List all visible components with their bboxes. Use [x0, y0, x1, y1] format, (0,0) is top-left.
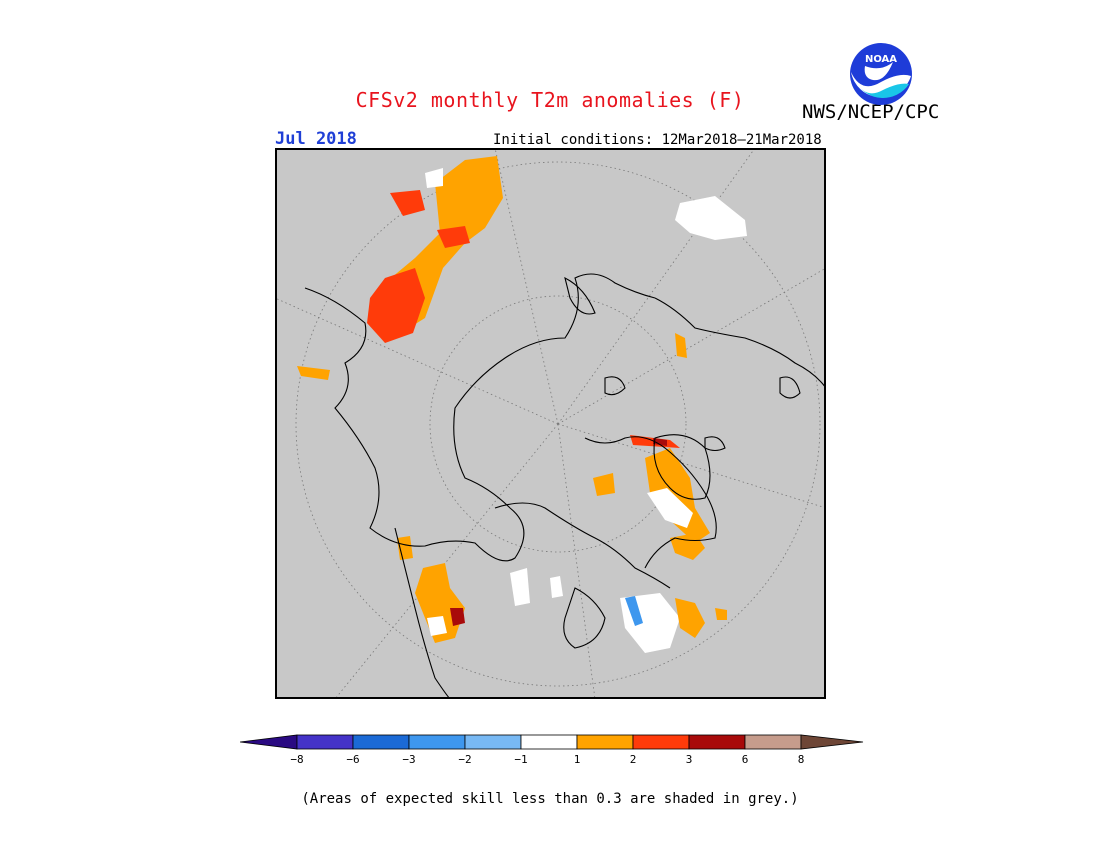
- colorbar-swatch: [744, 734, 802, 750]
- noaa-logo: NOAA: [850, 43, 912, 105]
- meridians: [276, 149, 825, 698]
- skill-footnote: (Areas of expected skill less than 0.3 a…: [301, 791, 799, 807]
- colorbar-swatch: [520, 734, 578, 750]
- anomaly-patch-alaska: [297, 366, 330, 380]
- anomaly-patch-canada-white: [510, 568, 530, 606]
- colorbar-swatch: [688, 734, 746, 750]
- coastline-svalbard: [604, 376, 626, 396]
- colorbar-ticks: −8 −6 −3 −2 −1 1 2 3 6 8: [290, 753, 804, 766]
- map-frame: [275, 148, 826, 699]
- anomaly-patch-europe-darkred: [653, 438, 667, 446]
- colorbar-tick-label: 6: [742, 753, 749, 766]
- coastline-europe: [654, 297, 825, 388]
- anomaly-patch-asia-red-2: [390, 190, 425, 216]
- coastline-iceland: [704, 436, 726, 452]
- anomaly-patch-europe-orange: [645, 448, 710, 543]
- colorbar-swatch: [632, 734, 690, 750]
- meridian-3: [557, 423, 825, 509]
- coastline-uk: [779, 376, 801, 399]
- lat-circle-70: [429, 295, 687, 553]
- anomaly-patch-greenland-orange: [670, 533, 705, 560]
- anomaly-patch-canada-white-2: [550, 576, 563, 598]
- coastline-novaya-zemlya: [564, 276, 596, 315]
- colorbar-tick-label: 8: [798, 753, 805, 766]
- anomaly-patch-asia-white: [425, 168, 443, 188]
- anomaly-patch-europe-white: [647, 488, 693, 528]
- anomaly-patches: [297, 156, 747, 653]
- colorbar-tick-label: 2: [630, 753, 637, 766]
- map-title: CFSv2 monthly T2m anomalies (F): [355, 88, 745, 112]
- agency-label: NWS/NCEP/CPC: [802, 101, 940, 123]
- anomaly-patch-quebec-blue: [625, 596, 643, 626]
- coastline-canada-arctic: [494, 502, 671, 589]
- coastline-north-america: [394, 527, 450, 698]
- meridian-6: [335, 423, 559, 698]
- coastline-greenland: [653, 434, 711, 500]
- colorbar-arrow-right: [800, 734, 864, 750]
- anomaly-patch-asia-red: [367, 268, 425, 343]
- anomaly-patch-asia-red-3: [437, 226, 470, 248]
- colorbar-tick-label: 1: [574, 753, 581, 766]
- lat-circle-60: [295, 161, 821, 687]
- colorbar-tick-label: −2: [458, 753, 471, 766]
- anomaly-patch-na-west-white: [427, 616, 447, 636]
- colorbar: −8 −6 −3 −2 −1 1 2 3 6 8: [240, 734, 864, 766]
- map-background: [275, 148, 826, 699]
- colorbar-tick-label: −8: [290, 753, 303, 766]
- colorbar-arrow-left: [240, 734, 298, 750]
- coastline-scandinavia: [584, 436, 717, 569]
- month-label: Jul 2018: [275, 129, 357, 149]
- latitude-circles: [295, 161, 821, 687]
- anomaly-patch-labrador-orange: [715, 608, 727, 620]
- anomaly-patch-siberia-white: [675, 196, 747, 240]
- colorbar-swatch: [576, 734, 634, 750]
- polar-map: [275, 148, 826, 699]
- anomaly-patch-na-west-red: [450, 608, 465, 626]
- colorbar-tick-label: −3: [402, 753, 415, 766]
- colorbar-swatch: [408, 734, 466, 750]
- noaa-logo-text: NOAA: [865, 54, 897, 65]
- colorbar-tick-label: −6: [346, 753, 359, 766]
- anomaly-patch-ural: [593, 473, 615, 496]
- anomaly-patch-quebec-orange: [675, 598, 705, 638]
- colorbar-swatch: [464, 734, 522, 750]
- coastline-asia: [304, 273, 656, 562]
- colorbar-tick-label: 3: [686, 753, 693, 766]
- anomaly-patch-scandinavia-orange: [675, 333, 687, 358]
- colorbar-swatch: [352, 734, 410, 750]
- coastline-hudson-bay: [563, 587, 606, 649]
- initial-conditions-label: Initial conditions: 12Mar2018–21Mar2018: [493, 132, 822, 148]
- colorbar-swatches: [240, 734, 864, 750]
- meridian-4: [557, 423, 596, 698]
- colorbar-tick-label: −1: [514, 753, 527, 766]
- colorbar-swatch: [296, 734, 354, 750]
- coastlines: [304, 273, 825, 698]
